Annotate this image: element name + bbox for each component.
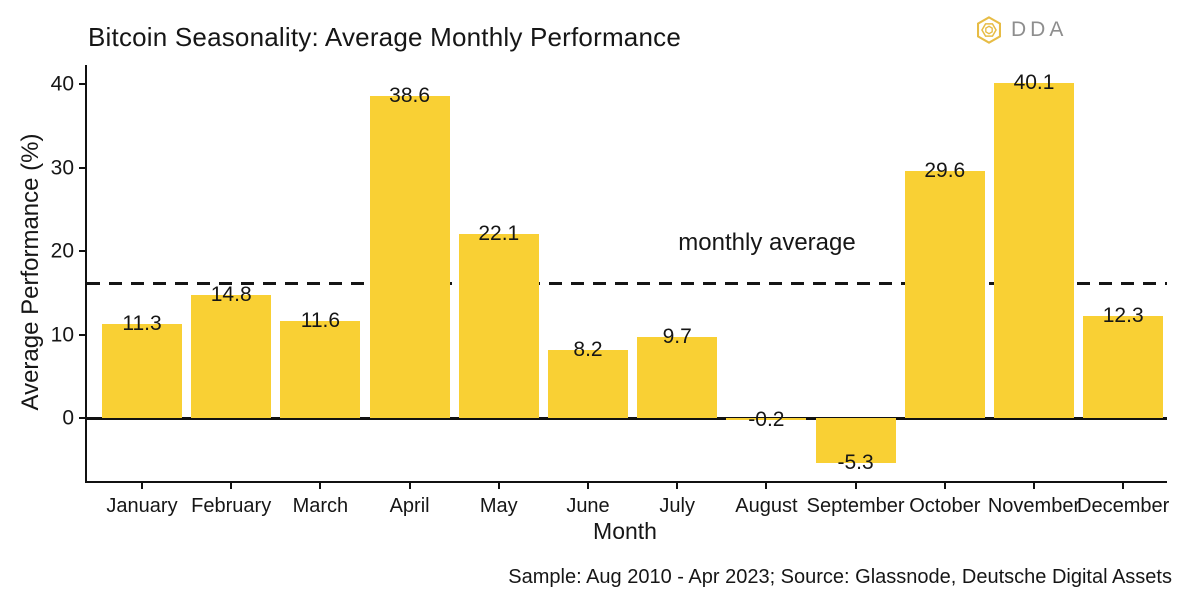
- x-tick-label: June: [566, 495, 610, 517]
- x-tick-label: May: [479, 495, 518, 517]
- bar-june: [548, 349, 628, 419]
- bar-value-label: 14.8: [210, 282, 252, 306]
- bar-september: [815, 418, 896, 463]
- plot-area: monthly average 11.3 January 14.8 February 1…: [51, 65, 1169, 517]
- x-tick-mark: [587, 483, 589, 489]
- bar-value-label: 11.3: [122, 311, 162, 335]
- bar-value-label: 29.6: [924, 159, 966, 183]
- x-tick-label: January: [106, 495, 178, 517]
- bar-value-label: 12.3: [1102, 303, 1144, 327]
- bar-value-label: 38.6: [389, 83, 431, 107]
- y-tick-label: 20: [50, 239, 74, 263]
- bar-value-label: 22.1: [478, 221, 520, 245]
- x-tick-label: April: [389, 495, 430, 517]
- x-tick-mark: [497, 483, 500, 489]
- y-tick-label: 0: [62, 406, 74, 430]
- bar-november: [994, 83, 1074, 419]
- bar-may: [458, 233, 539, 419]
- bar-april: [369, 95, 450, 419]
- zero-axis-line: [87, 416, 1167, 420]
- x-axis-title: Month: [593, 518, 657, 544]
- x-tick-mark: [1033, 483, 1035, 489]
- x-tick-label: October: [909, 495, 981, 517]
- x-tick-mark: [854, 483, 857, 489]
- x-tick-label: December: [1077, 495, 1170, 517]
- dda-logo: DDA: [974, 15, 1067, 45]
- x-tick-mark: [765, 483, 768, 489]
- x-tick-label: August: [735, 495, 798, 517]
- y-axis-title: Average Performance (%): [17, 133, 44, 411]
- bar-value-label: 8.2: [573, 337, 603, 361]
- x-tick-mark: [1122, 483, 1125, 489]
- bar-march: [280, 321, 361, 419]
- bar-value-label: -5.3: [837, 450, 874, 474]
- y-tick-label: 30: [50, 156, 74, 180]
- bar-october: [904, 171, 985, 419]
- x-tick-label: February: [191, 495, 272, 517]
- y-tick-label: 40: [50, 72, 74, 96]
- y-tick-mark: [79, 83, 85, 86]
- monthly-average-label: monthly average: [678, 228, 856, 256]
- x-tick-label: November: [987, 495, 1081, 517]
- dda-logo-text: DDA: [1011, 18, 1068, 41]
- monthly-average-line: [87, 282, 1167, 286]
- bar-july: [637, 337, 718, 419]
- x-tick-mark: [230, 483, 233, 489]
- bar-value-label: -0.2: [748, 408, 785, 432]
- x-tick-mark: [408, 483, 411, 489]
- source-caption: Sample: Aug 2010 - Apr 2023; Source: Gla…: [508, 566, 1172, 588]
- x-tick-label: September: [806, 495, 905, 517]
- hexagon-knot-icon: [974, 15, 1004, 45]
- bar-february: [191, 294, 272, 419]
- bar-december: [1083, 315, 1164, 419]
- y-tick-mark: [79, 417, 85, 420]
- y-tick-mark: [79, 166, 85, 169]
- bar-august: [726, 418, 807, 420]
- bar-value-label: 40.1: [1013, 71, 1055, 95]
- x-tick-label: March: [292, 495, 349, 517]
- y-tick-mark: [79, 333, 85, 336]
- x-tick-mark: [943, 483, 946, 489]
- x-tick-mark: [676, 483, 679, 489]
- bar-value-label: 9.7: [662, 325, 692, 349]
- x-tick-mark: [141, 483, 143, 489]
- y-tick-mark: [79, 250, 85, 253]
- chart-title: Bitcoin Seasonality: Average Monthly Per…: [88, 22, 681, 52]
- bar-january: [102, 323, 182, 419]
- x-tick-label: July: [659, 495, 695, 517]
- x-tick-mark: [319, 483, 322, 489]
- bar-value-label: 11.6: [300, 309, 341, 333]
- y-tick-label: 10: [50, 323, 74, 347]
